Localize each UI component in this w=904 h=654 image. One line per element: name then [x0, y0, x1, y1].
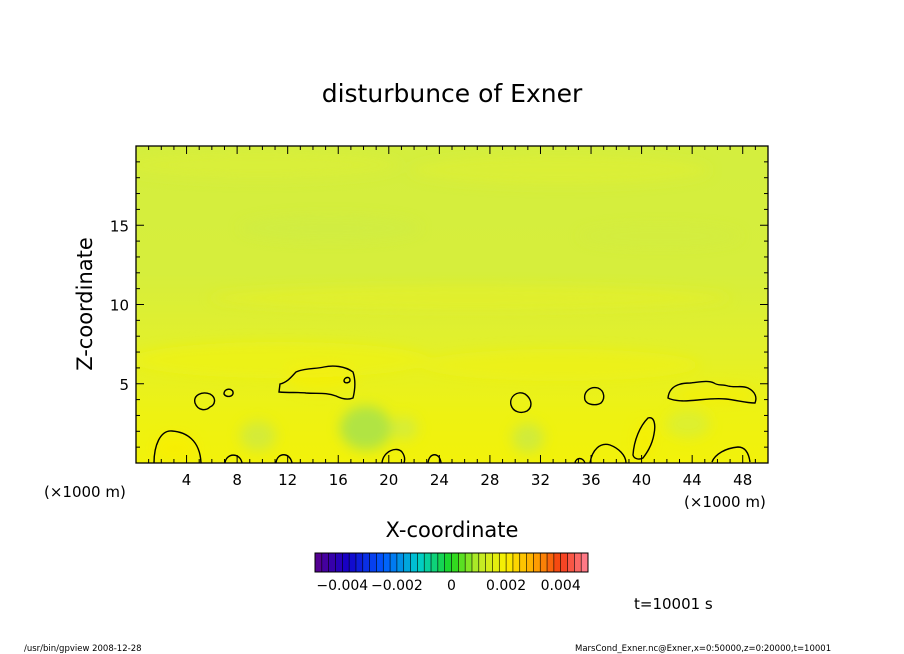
- colorbar-swatch: [574, 553, 582, 572]
- colorbar-tick-label: −0.004: [316, 578, 368, 594]
- colorbar-swatch: [410, 553, 418, 572]
- y-axis-label: Z-coordinate: [73, 237, 97, 371]
- colorbar-swatch: [437, 553, 446, 572]
- contour-line: [223, 388, 234, 398]
- colorbar-swatch: [335, 553, 343, 572]
- y-tick-labels: 5 10 15: [110, 217, 129, 394]
- colorbar-swatch: [431, 553, 439, 572]
- colorbar-swatch: [478, 553, 487, 572]
- colorbar-swatch: [499, 553, 507, 572]
- colorbar-swatch: [471, 553, 480, 572]
- colorbar-swatch: [519, 553, 527, 572]
- colorbar-swatch: [553, 553, 562, 572]
- contour-line: [343, 376, 351, 384]
- x-tick-labels: 4 8 12 16 20 24 28 32 36 40 44 48: [182, 471, 752, 489]
- colorbar-swatch: [512, 553, 521, 572]
- colorbar-tick-label: 0.002: [486, 578, 526, 594]
- colorbar-swatch: [560, 553, 568, 572]
- contour-line: [711, 446, 751, 463]
- y-tick-label: 5: [119, 376, 129, 394]
- colorbar-swatch: [349, 553, 357, 572]
- colorbar-swatch: [417, 553, 425, 572]
- contour-line: [194, 392, 216, 411]
- contour-line: [278, 365, 356, 400]
- colorbar-swatch: [581, 553, 589, 572]
- contour-line: [153, 430, 202, 463]
- colorbar-swatch: [506, 553, 514, 572]
- x-tick-label: 12: [278, 471, 297, 489]
- contour-line: [427, 454, 442, 463]
- colorbar-swatch: [444, 553, 452, 572]
- contour-line: [667, 380, 757, 404]
- plot-area: [136, 146, 768, 463]
- colorbar-swatch: [526, 553, 534, 572]
- x-tick-label: 28: [480, 471, 499, 489]
- colorbar-swatch: [355, 553, 364, 572]
- colorbar-swatch: [492, 553, 500, 572]
- colorbar-frame: [314, 552, 589, 573]
- field-variations: [136, 151, 756, 462]
- x-unit-left: (×1000 m): [44, 483, 126, 501]
- x-tick-label: 40: [632, 471, 651, 489]
- x-tick-label: 44: [683, 471, 702, 489]
- contour-line: [224, 454, 243, 463]
- colorbar-tick-label: 0: [447, 578, 456, 594]
- colorbar-swatch: [424, 553, 432, 572]
- colorbar-tick-label: −0.002: [371, 578, 423, 594]
- x-tick-label: 32: [531, 471, 550, 489]
- footer-right: MarsCond_Exner.nc@Exner,x=0:50000,z=0:20…: [575, 644, 831, 654]
- x-tick-label: 16: [329, 471, 348, 489]
- colorbar-swatch: [451, 553, 459, 572]
- colorbar-swatch: [465, 553, 473, 572]
- contour-line: [510, 392, 532, 414]
- colorbar-swatch: [383, 553, 391, 572]
- contour-lines: [153, 365, 757, 463]
- colorbar-swatch: [547, 553, 555, 572]
- colorbar-swatch: [362, 553, 370, 572]
- colorbar-swatch: [403, 553, 411, 572]
- colorbar-swatch: [328, 553, 336, 572]
- contour-line: [381, 448, 406, 463]
- colorbar-swatch: [540, 553, 548, 572]
- y-tick-label: 10: [110, 297, 129, 315]
- footer-left: /usr/bin/gpview 2008-12-28: [24, 644, 142, 654]
- contour-line: [632, 417, 656, 460]
- time-label: t=10001 s: [634, 595, 713, 613]
- contour-line: [583, 386, 605, 406]
- contour-line: [275, 454, 293, 463]
- x-tick-label: 4: [182, 471, 192, 489]
- axis-ticks: [135, 145, 769, 464]
- colorbar-swatch: [396, 553, 405, 572]
- colorbar-swatch: [342, 553, 350, 572]
- contour-line: [574, 457, 586, 463]
- colorbar-swatch: [315, 553, 323, 572]
- colorbar-swatch: [485, 553, 493, 572]
- colorbar-tick-label: 0.004: [541, 578, 581, 594]
- x-tick-label: 20: [379, 471, 398, 489]
- colorbar: [315, 553, 589, 572]
- x-tick-label: 48: [733, 471, 752, 489]
- x-tick-label: 36: [581, 471, 600, 489]
- x-axis-label: X-coordinate: [386, 518, 519, 542]
- colorbar-swatch: [533, 553, 541, 572]
- colorbar-swatch: [458, 553, 466, 572]
- y-tick-label: 15: [110, 217, 129, 235]
- x-tick-label: 24: [430, 471, 449, 489]
- colorbar-swatch: [376, 553, 384, 572]
- x-tick-label: 8: [232, 471, 242, 489]
- colorbar-labels: −0.004 −0.002 0 0.002 0.004: [316, 578, 580, 594]
- chart-title: disturbunce of Exner: [322, 79, 583, 108]
- colorbar-swatch: [369, 553, 377, 572]
- x-unit-right: (×1000 m): [684, 493, 766, 511]
- contour-line: [589, 443, 627, 463]
- colorbar-swatch: [321, 553, 330, 572]
- colorbar-swatch: [390, 553, 398, 572]
- colorbar-swatch: [567, 553, 575, 572]
